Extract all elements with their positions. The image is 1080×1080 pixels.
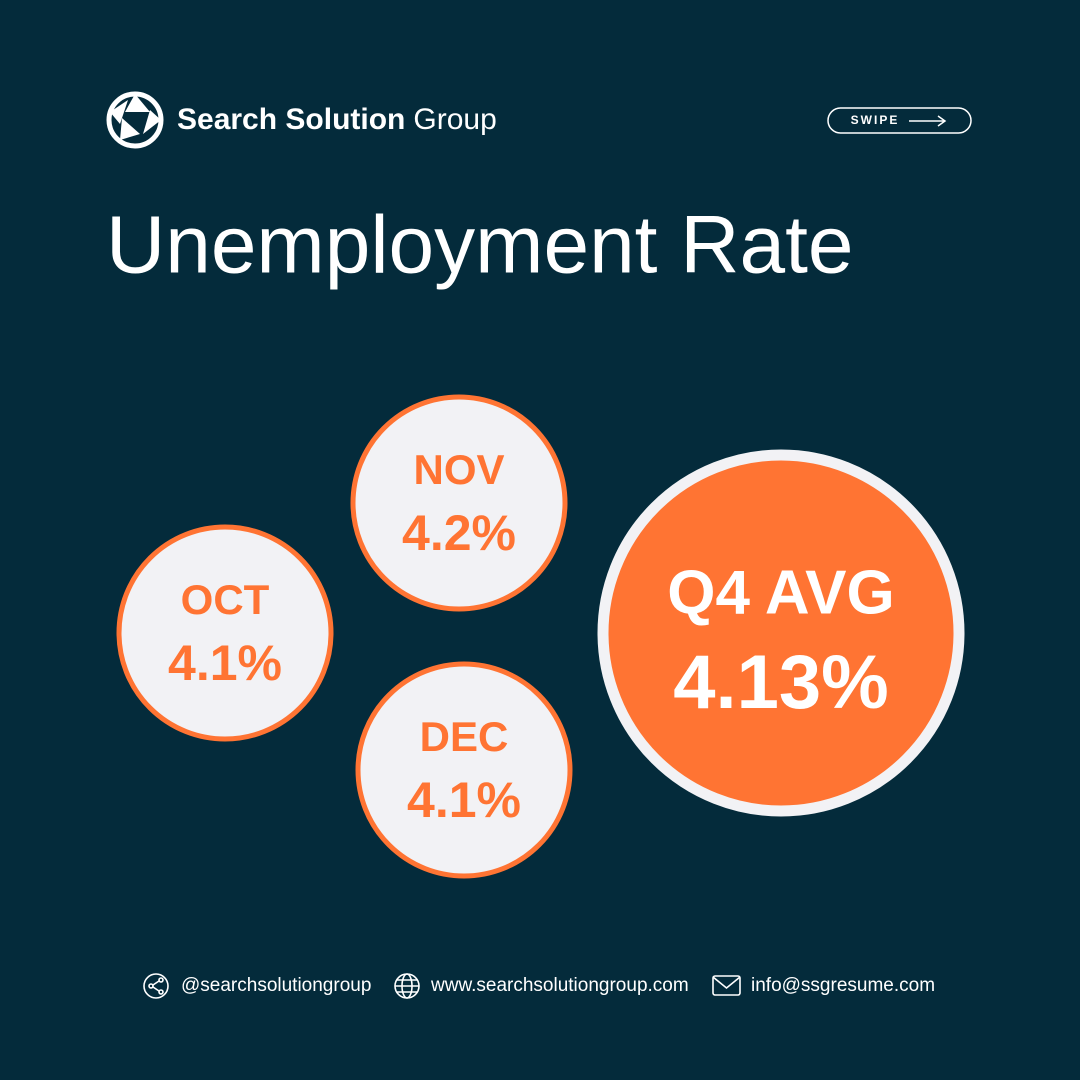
footer-email: info@ssgresume.com — [751, 975, 935, 996]
bubbles: OCT 4.1% NOV 4.2% DEC 4.1% — [116, 394, 573, 879]
swipe-outline — [827, 107, 972, 134]
mail-icon — [712, 975, 741, 996]
swipe-label: SWIPE — [851, 113, 900, 127]
summary-value: 4.13% — [673, 640, 889, 725]
bubble-circle — [355, 661, 573, 879]
bubble-circle — [116, 524, 334, 742]
bubble-circle — [350, 394, 568, 612]
logo-icon — [106, 91, 164, 149]
summary-label: Q4 AVG — [667, 558, 894, 627]
brand-name: Search Solution Group — [177, 103, 497, 136]
social-icon — [143, 973, 169, 999]
swipe-arrow — [909, 115, 947, 127]
bubble-value: 4.1% — [407, 772, 521, 828]
bubble-label: OCT — [181, 576, 270, 623]
brand-name-bold: Search Solution — [177, 103, 405, 136]
summary-circle — [597, 449, 965, 817]
footer-social: @searchsolutiongroup — [181, 975, 371, 996]
bubble-label: NOV — [413, 446, 504, 493]
bubble-value: 4.2% — [402, 505, 516, 561]
bubble-label: DEC — [420, 713, 509, 760]
swipe-button[interactable]: SWIPE — [827, 107, 972, 134]
footer-website: www.searchsolutiongroup.com — [430, 975, 689, 996]
web-icon — [394, 973, 420, 999]
title: Unemployment Rate — [106, 200, 853, 291]
brand-name-regular: Group — [413, 103, 496, 136]
bubble-value: 4.1% — [168, 635, 282, 691]
